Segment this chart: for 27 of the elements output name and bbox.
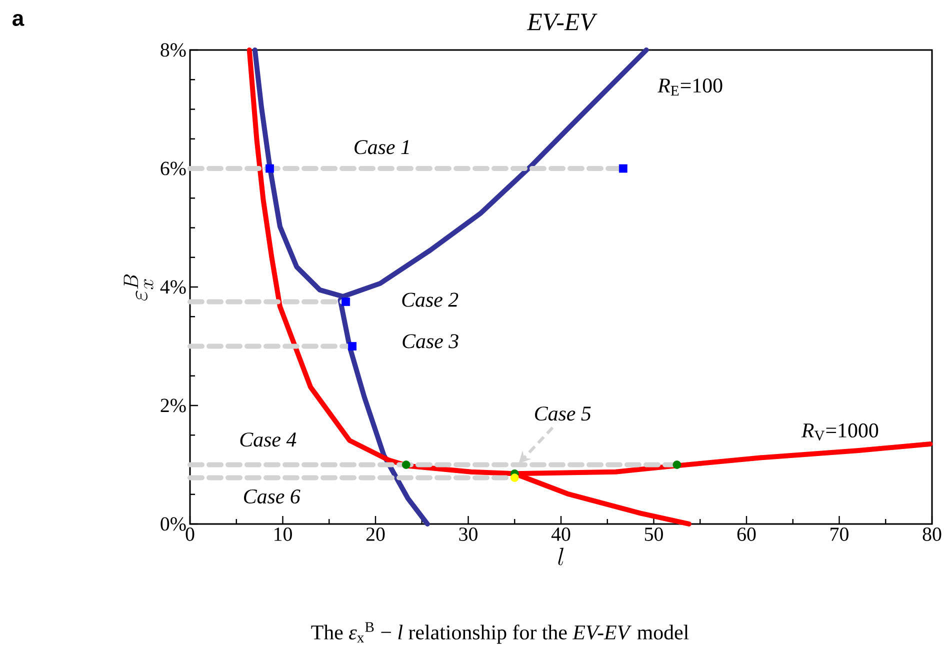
annotation: Case 1 [354,140,409,154]
y-tick-label: 0% [160,517,186,531]
y-axis-title: $\varepsilon_{x}^{B}$ [124,274,154,300]
y-tick-label: 4% [160,280,186,294]
x-tick-label: 0 [186,528,194,541]
x-tick-label: 20 [366,528,385,541]
annotation: Case 2 [402,292,458,307]
y-tick-label: 8% [160,43,186,57]
chart-title: EV-EV [526,14,598,30]
x-axis-title: $l$ [558,548,564,566]
annotation: Case 3 [402,334,458,348]
series-label: R$_{E}$=100 [658,78,722,96]
x-tick-label: 30 [459,528,478,541]
annotation: Case 5 [535,406,591,421]
x-tick-label: 40 [551,528,570,541]
x-tick-label: 80 [922,528,942,541]
x-tick-label: 50 [644,528,663,541]
text: a [12,14,24,26]
y-tick-label: 6% [160,162,186,176]
series-label: R$_{V}$=1000 [801,423,878,441]
annotation: Case 6 [244,489,300,504]
annotation: Case 4 [240,432,296,447]
x-tick-label: 60 [737,528,756,541]
x-tick-label: 10 [274,528,292,541]
y-tick-label: 2% [160,398,186,412]
text: The ε$_{x}$$^{B}$ − l relationship for the EV-EV model [311,622,689,644]
x-tick-label: 70 [830,528,848,541]
